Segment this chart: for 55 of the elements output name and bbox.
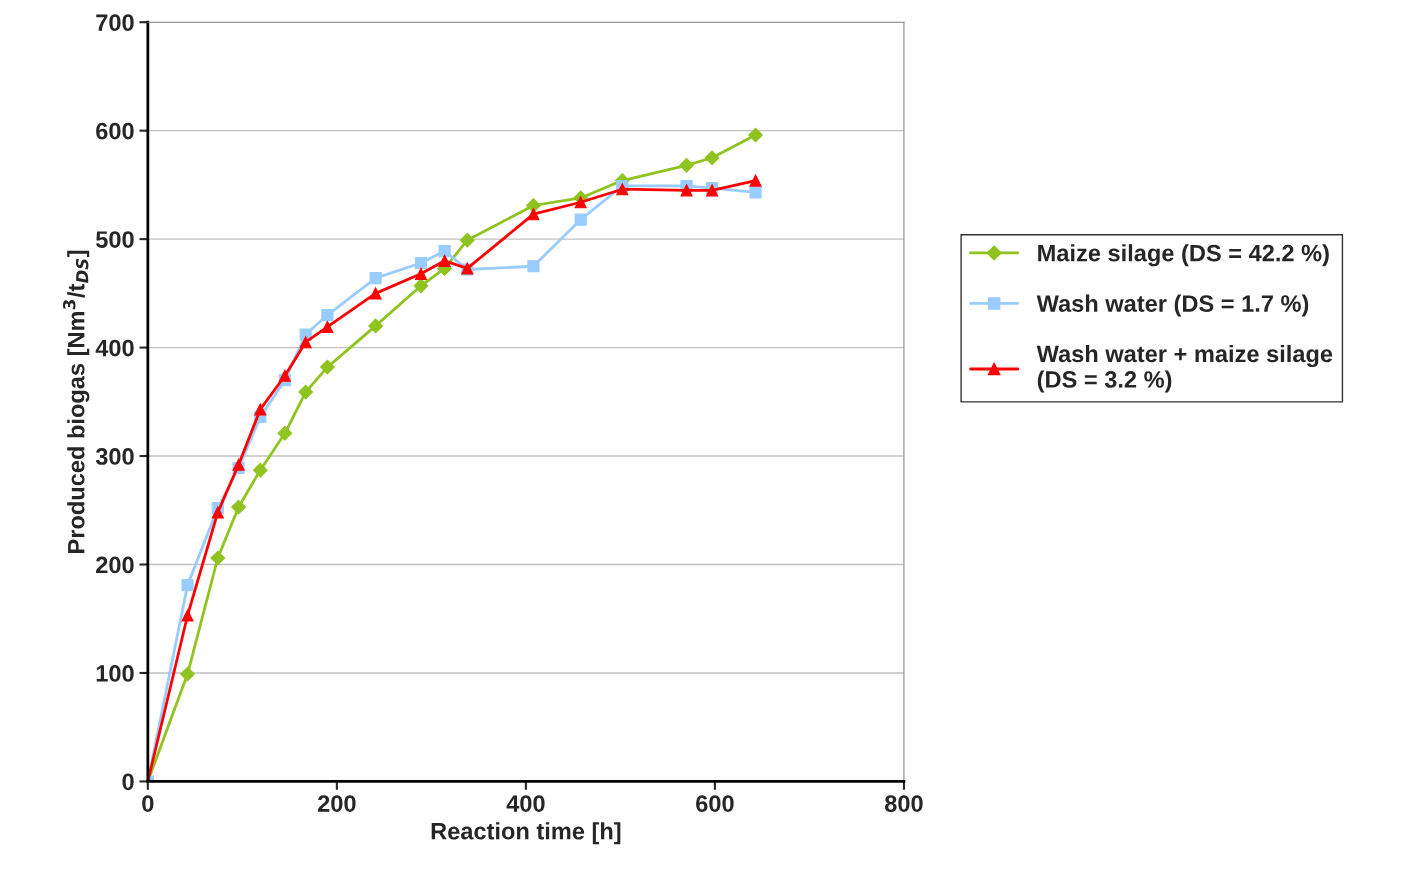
y-tick-label: 500 (95, 231, 134, 248)
point (181, 609, 194, 622)
point (413, 278, 429, 294)
legend-label: Wash water + maize silage (DS = 3.2 %) (1036, 344, 1333, 393)
x-tick-label: 400 (506, 795, 545, 812)
point (232, 458, 245, 471)
legend-label: Maize silage (DS = 42.2 %) (1038, 244, 1329, 267)
y-tick-label: 100 (96, 665, 134, 682)
point (277, 425, 293, 441)
x-tick-label: 200 (317, 795, 356, 812)
point (414, 256, 428, 270)
point (704, 150, 720, 166)
point (369, 272, 382, 285)
point (320, 359, 335, 375)
point (298, 384, 314, 400)
point (299, 336, 312, 349)
point (211, 506, 224, 519)
y-tick-label: 200 (96, 556, 134, 574)
y-tick-label: 600 (96, 122, 134, 140)
y-tick-label: 300 (95, 448, 134, 465)
point (278, 369, 291, 382)
point (438, 254, 451, 267)
y-tick-label: 400 (95, 339, 134, 357)
x-tick-label: 600 (696, 795, 734, 812)
point (616, 183, 629, 196)
point (321, 308, 334, 322)
y-tick-label: 0 (122, 773, 134, 791)
point (414, 267, 428, 280)
point (438, 244, 451, 258)
point (459, 232, 475, 248)
point (368, 318, 384, 334)
point (181, 579, 194, 592)
point (574, 213, 587, 226)
point (180, 666, 195, 682)
point (210, 550, 226, 566)
point (680, 184, 693, 197)
legend-label: Wash water (DS = 1.7 %) (1036, 294, 1309, 317)
x-tick-label: 800 (884, 795, 923, 812)
point (749, 174, 762, 187)
point (679, 157, 694, 173)
y-axis-title: Produced biogas [Nm$^{3}$/t$_{DS}$] (63, 250, 90, 553)
point (321, 320, 334, 334)
x-tick-label: 0 (142, 795, 154, 812)
point (231, 499, 246, 515)
point (527, 260, 540, 273)
x-axis-title: Reaction time [h] (431, 822, 621, 845)
point (574, 196, 587, 209)
point (252, 462, 268, 478)
point (526, 198, 541, 213)
point (748, 127, 763, 143)
point (369, 287, 382, 300)
point (527, 208, 540, 221)
point (254, 403, 267, 416)
point (749, 186, 762, 199)
y-tick-label: 700 (96, 14, 134, 31)
